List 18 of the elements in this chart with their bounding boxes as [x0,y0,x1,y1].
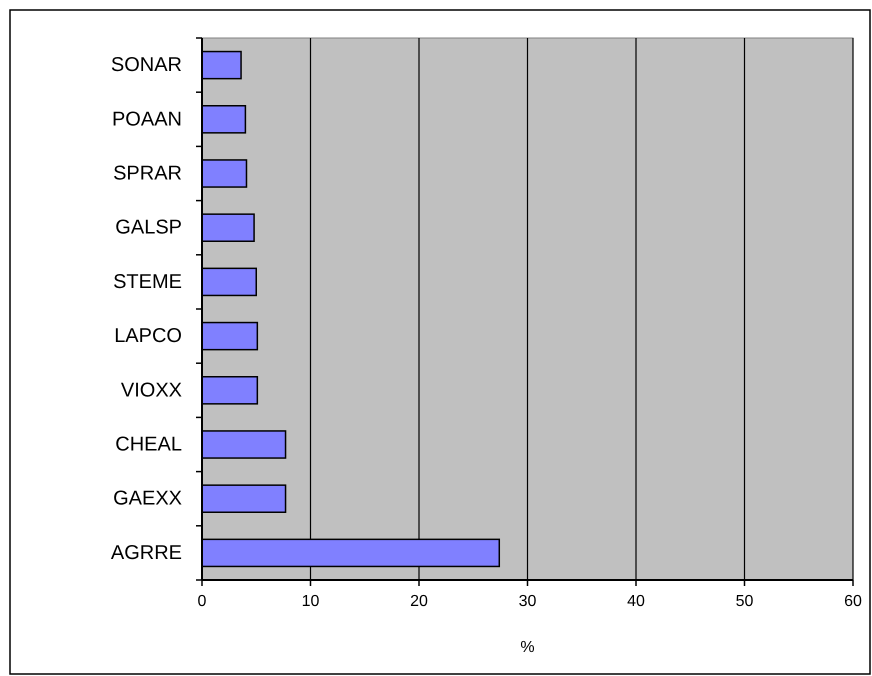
x-tick-label: 50 [736,593,754,610]
y-tick-label: GAEXX [113,488,182,510]
y-tick-label: POAAN [112,108,182,130]
y-tick-label: SPRAR [113,162,182,184]
x-tick-label: 10 [302,593,320,610]
y-tick-label: VIOXX [120,379,182,402]
x-tick-label: 30 [518,593,536,610]
x-axis-title: % [520,639,535,656]
y-tick-label: SONAR [110,54,182,76]
x-tick-label: 0 [198,593,207,610]
y-tick-label: GALSP [115,216,182,239]
y-tick-label: LAPCO [114,325,182,348]
x-tick-label: 60 [844,593,862,610]
y-tick-label: STEME [113,270,182,293]
y-tick-label: CHEAL [115,434,182,456]
x-tick-label: 20 [410,593,428,610]
y-tick-label: AGRRE [110,542,182,564]
x-tick-label: 40 [627,593,645,610]
